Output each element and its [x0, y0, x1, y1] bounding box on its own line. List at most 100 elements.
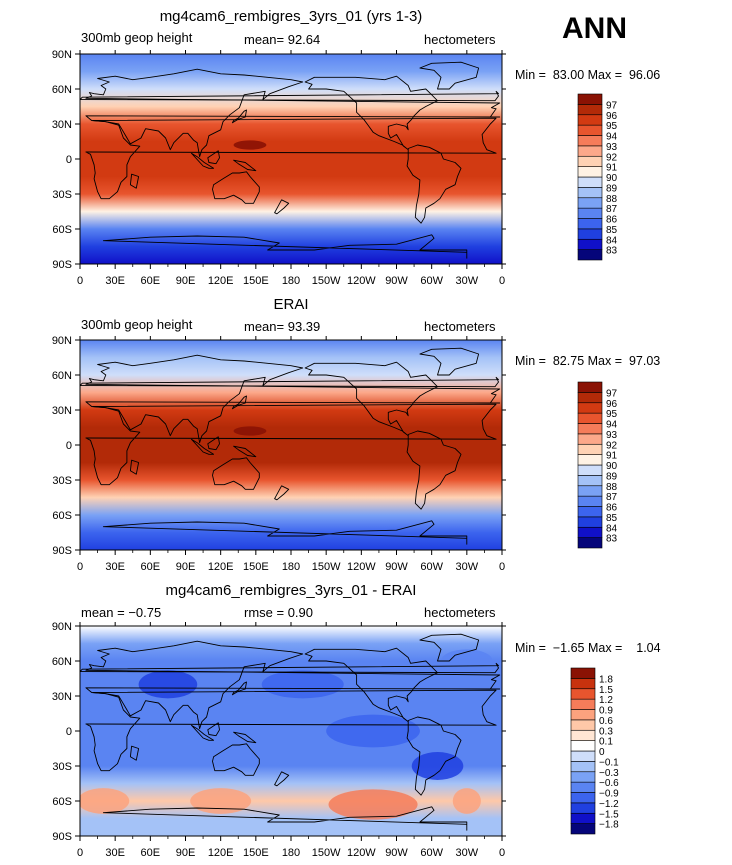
- coastline: [102, 806, 468, 831]
- x-tick-label: 90E: [176, 561, 196, 573]
- colorbar-swatch: [577, 93, 603, 105]
- colorbar-label: 94: [606, 132, 618, 143]
- panel-1-variable-label: 300mb geop height: [81, 30, 193, 45]
- colorbar-swatch: [577, 506, 603, 518]
- coastline: [304, 75, 438, 151]
- colorbar-swatch: [570, 812, 596, 824]
- x-tick-label: 60E: [141, 847, 161, 859]
- x-tick-label: 60E: [141, 561, 161, 573]
- coastline: [212, 171, 260, 204]
- colorbar-label: 1.5: [599, 685, 613, 696]
- colorbar-label: −0.1: [599, 757, 619, 768]
- x-tick-label: 60E: [141, 275, 161, 287]
- panel-1-mean-label: mean= 92.64: [244, 32, 321, 47]
- y-tick-label: 90N: [52, 621, 72, 633]
- y-tick-label: 30N: [52, 119, 72, 131]
- x-tick-label: 90E: [176, 275, 196, 287]
- coastline: [207, 150, 220, 165]
- y-tick-label: 60N: [52, 656, 72, 668]
- panel-1-minmax: Min = 83.00 Max = 96.06: [515, 68, 661, 82]
- coastline: [231, 395, 247, 410]
- y-tick-label: 30N: [52, 691, 72, 703]
- coastline: [419, 633, 480, 662]
- anomaly-blob: [441, 649, 493, 673]
- colorbar-swatch: [577, 197, 603, 209]
- coastline: [274, 771, 290, 787]
- panel-3-rmse-label: rmse = 0.90: [244, 605, 314, 620]
- y-tick-label: 0: [66, 726, 72, 738]
- y-tick-label: 0: [66, 440, 72, 452]
- colorbar-swatch: [577, 485, 603, 497]
- panel-1-map: 0 30E 60E 90E 120E 150E 180 150W 120W 90W 60W 30W 09…: [52, 49, 506, 287]
- x-tick-label: 150E: [243, 275, 269, 287]
- colorbar-swatch: [577, 443, 603, 455]
- x-tick-label: 0: [499, 847, 505, 859]
- x-tick-label: 30W: [456, 561, 479, 573]
- x-tick-label: 120E: [208, 275, 234, 287]
- anomaly-blob: [190, 788, 252, 814]
- x-tick-label: 180: [282, 275, 300, 287]
- colorbar-label: 92: [606, 440, 618, 451]
- colorbar-swatch: [577, 475, 603, 487]
- coastline: [80, 90, 499, 102]
- coastline: [419, 61, 480, 90]
- colorbar-label: 84: [606, 235, 618, 246]
- panel-2-units-label: hectometers: [424, 319, 496, 334]
- y-tick-label: 60S: [52, 224, 72, 236]
- x-tick-label: 120E: [208, 561, 234, 573]
- panel-3-minmax: Min = −1.65 Max = 1.04: [515, 641, 661, 655]
- y-tick-label: 0: [66, 154, 72, 166]
- colorbar-label: 95: [606, 121, 618, 132]
- colorbar-label: 86: [606, 503, 618, 514]
- colorbar-label: 96: [606, 399, 618, 410]
- anomaly-blob: [328, 789, 418, 820]
- colorbar-swatch: [570, 802, 596, 814]
- x-tick-label: 150W: [312, 561, 341, 573]
- panel-2-map: 0 30E 60E 90E 120E 150E 180 150W 120W 90W 60W 30W 09…: [52, 335, 506, 573]
- coastline: [85, 68, 501, 158]
- colorbar-swatch: [577, 381, 603, 393]
- colorbar-label: 85: [606, 513, 618, 524]
- coastline: [231, 109, 247, 124]
- colorbar-swatch: [577, 495, 603, 507]
- panel-3-units-label: hectometers: [424, 605, 496, 620]
- x-tick-label: 0: [77, 847, 83, 859]
- coastline: [190, 724, 215, 741]
- colorbar-label: 88: [606, 482, 618, 493]
- colorbar-swatch: [577, 187, 603, 199]
- x-tick-label: 180: [282, 561, 300, 573]
- coastline: [85, 354, 501, 444]
- x-tick-label: 90W: [385, 275, 408, 287]
- colorbar-label: 91: [606, 451, 618, 462]
- coastline: [274, 199, 290, 215]
- colorbar-label: 86: [606, 215, 618, 226]
- colorbar-swatch: [577, 412, 603, 424]
- x-tick-label: 30W: [456, 847, 479, 859]
- colorbar-label: 1.8: [599, 674, 613, 685]
- coastline: [419, 347, 480, 376]
- colorbar-label: 88: [606, 194, 618, 205]
- colorbar-swatch: [570, 678, 596, 690]
- colorbar-swatch: [570, 729, 596, 741]
- coastline: [129, 459, 140, 475]
- coastline: [80, 376, 499, 388]
- colorbar-swatch: [577, 124, 603, 136]
- coastline: [80, 662, 499, 674]
- coastline: [274, 485, 290, 501]
- y-tick-label: 60S: [52, 796, 72, 808]
- coastline: [406, 144, 462, 224]
- map-field: [80, 626, 502, 836]
- colorbar-label: −1.5: [599, 809, 619, 820]
- colorbar-swatch: [570, 719, 596, 731]
- panel-3-map: 0 30E 60E 90E 120E 150E 180 150W 120W 90W 60W 30W 09…: [52, 621, 506, 859]
- colorbar-label: −1.2: [599, 799, 619, 810]
- coastline: [304, 647, 438, 723]
- coastline: [85, 117, 497, 200]
- coastline: [233, 159, 257, 172]
- y-tick-label: 30N: [52, 405, 72, 417]
- x-tick-label: 150E: [243, 561, 269, 573]
- coastline: [406, 430, 462, 510]
- y-tick-label: 90S: [52, 259, 72, 271]
- colorbar-label: 0.9: [599, 706, 613, 717]
- colorbar-swatch: [570, 771, 596, 783]
